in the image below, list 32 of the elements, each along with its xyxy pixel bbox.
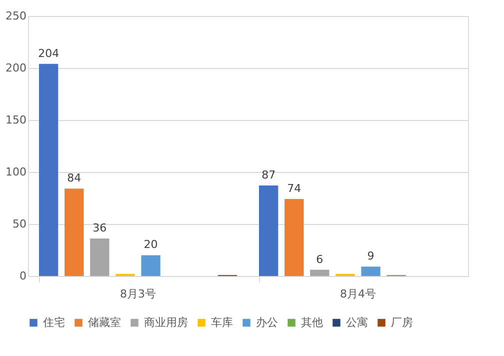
bar <box>90 238 110 276</box>
bar <box>361 266 380 276</box>
legend-label: 储藏室 <box>88 316 121 329</box>
bar <box>259 186 278 276</box>
data-label: 84 <box>67 172 82 185</box>
x-tick-label: 8月3号 <box>120 288 156 300</box>
y-tick-label: 200 <box>6 62 26 74</box>
data-label: 87 <box>262 168 276 182</box>
y-tick-label: 0 <box>20 270 26 282</box>
y-tick-label: 250 <box>6 10 26 22</box>
data-label: 20 <box>144 238 158 252</box>
data-label: 74 <box>287 182 302 196</box>
data-label: 36 <box>92 222 107 235</box>
y-tick-label: 50 <box>12 218 26 230</box>
y-tick-label: 150 <box>6 114 26 126</box>
data-label: 204 <box>38 46 60 60</box>
bar <box>284 199 304 276</box>
bar <box>141 255 160 276</box>
legend-label: 厂房 <box>391 316 413 329</box>
legend-label: 其他 <box>301 316 323 329</box>
bar <box>310 270 330 276</box>
bar <box>39 64 58 276</box>
data-label: 6 <box>316 252 324 266</box>
legend-label: 车库 <box>211 316 233 329</box>
data-label: 9 <box>367 250 374 263</box>
y-tick-label: 100 <box>6 166 26 178</box>
x-tick-label: 8月4号 <box>340 288 376 300</box>
legend-label: 办公 <box>256 316 278 329</box>
legend-label: 商业用房 <box>144 316 188 329</box>
legend-label: 公寓 <box>346 316 368 329</box>
legend-label: 住宅 <box>43 316 65 329</box>
bar <box>64 188 84 276</box>
